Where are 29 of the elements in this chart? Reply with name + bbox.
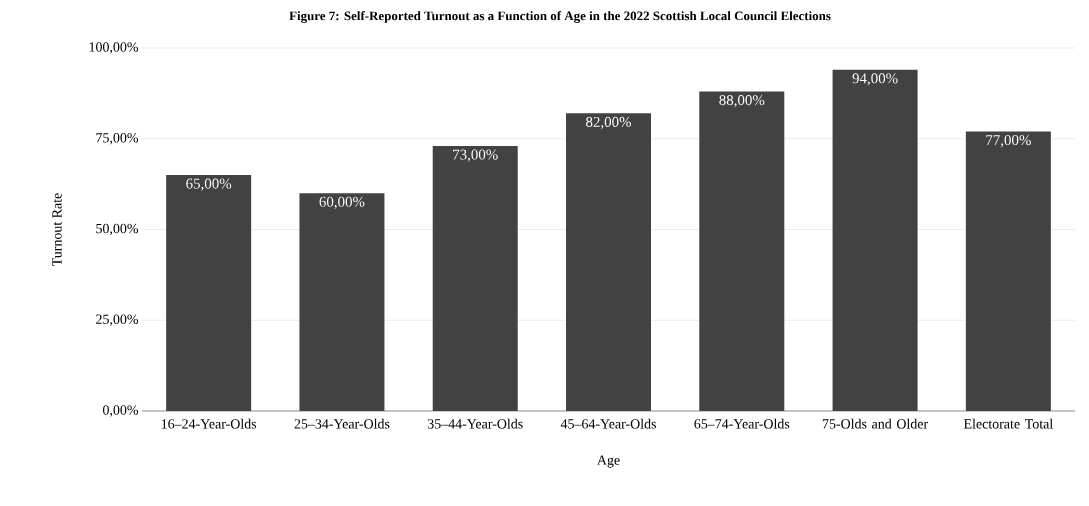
- data-label: 65,00%: [186, 178, 232, 191]
- bar: [166, 175, 252, 411]
- y-axis-title: Turnout Rate: [52, 193, 62, 266]
- x-tick-label: 25–34-Year-Olds: [294, 418, 390, 429]
- y-tick-label: 0,00%: [102, 405, 139, 417]
- bar: [699, 91, 785, 411]
- x-tick-label: 16–24-Year-Olds: [161, 418, 257, 429]
- x-tick-label: Electorate Total: [963, 418, 1053, 429]
- x-tick-label: 45–64-Year-Olds: [560, 418, 656, 429]
- data-label: 77,00%: [986, 135, 1031, 148]
- data-label: 94,00%: [852, 73, 898, 86]
- y-tick-label: 50,00%: [96, 223, 139, 236]
- chart-title: Figure 7: Self-Reported Turnout as a Function of Age in the 2022 Scottish Local Council Elections: [289, 10, 831, 23]
- y-tick-label: 25,00%: [96, 314, 139, 326]
- data-label: 73,00%: [453, 149, 498, 162]
- bar: [832, 69, 918, 411]
- x-tick-label: 35–44-Year-Olds: [427, 418, 523, 429]
- data-label: 60,00%: [319, 196, 365, 209]
- x-axis-title: Age: [597, 455, 620, 468]
- x-tick-label: 65–74-Year-Olds: [694, 418, 790, 429]
- bar: [965, 131, 1051, 411]
- y-tick-label: 75,00%: [96, 133, 139, 145]
- bar: [566, 113, 652, 411]
- y-tick-label: 100,00%: [89, 42, 139, 54]
- data-label: 88,00%: [719, 95, 765, 108]
- bar: [299, 193, 385, 411]
- data-label: 82,00%: [586, 116, 632, 130]
- x-tick-label: 75-Olds and Older: [822, 418, 929, 429]
- bar: [432, 145, 518, 411]
